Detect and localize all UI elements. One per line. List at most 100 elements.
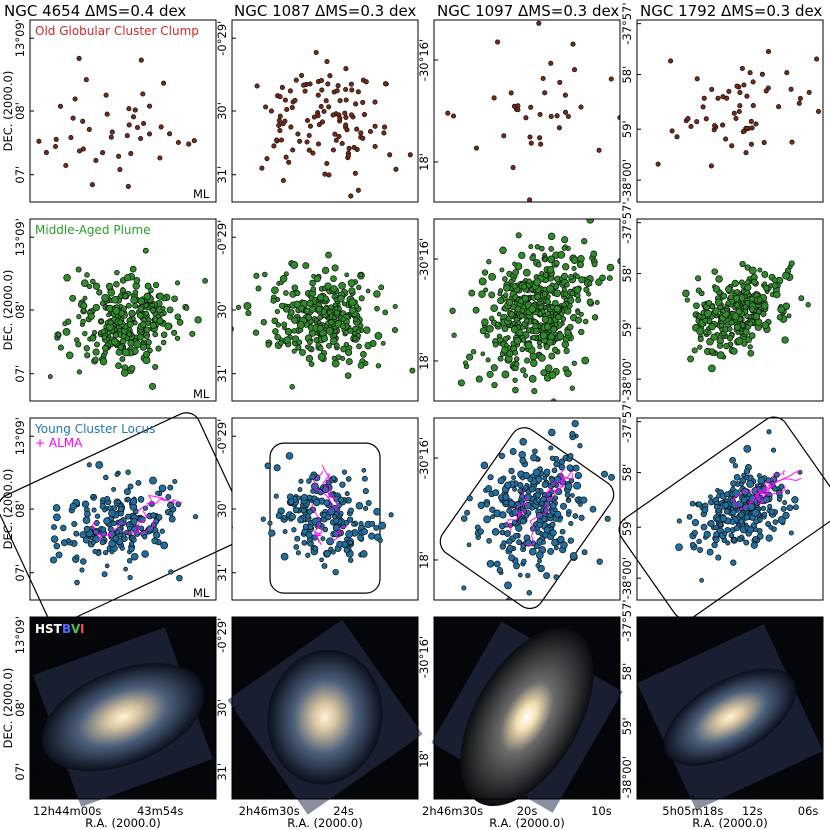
cluster-point (712, 123, 718, 129)
cluster-point (728, 532, 735, 539)
cluster-point (243, 301, 252, 310)
cluster-point (566, 464, 574, 472)
cluster-point (479, 327, 487, 335)
cluster-point (301, 539, 308, 546)
cluster-point (126, 122, 132, 128)
cluster-point (57, 344, 64, 351)
cluster-point (485, 357, 491, 363)
panel-frame (433, 19, 621, 203)
cluster-point (477, 528, 484, 535)
cluster-point (132, 289, 139, 296)
cluster-point (141, 120, 147, 127)
panel-r2-c1: 13°09' 08' 07' (13, 218, 217, 402)
cluster-point (348, 507, 354, 514)
cluster-point (486, 259, 492, 265)
cluster-point (580, 496, 588, 504)
alma-contour (544, 470, 573, 494)
cluster-point (100, 328, 107, 335)
cluster-point (254, 83, 260, 89)
cluster-point (353, 303, 360, 309)
cluster-point (79, 567, 85, 573)
dec-tick-label: -30°16' (417, 39, 431, 81)
cluster-point (505, 597, 513, 600)
cluster-point (708, 494, 713, 500)
cluster-point (325, 327, 334, 335)
cluster-point (548, 113, 554, 119)
cluster-points (49, 461, 199, 586)
cluster-point (160, 339, 167, 346)
cluster-point (527, 476, 534, 483)
cluster-point (68, 135, 74, 141)
cluster-point (713, 531, 720, 538)
cluster-point (93, 157, 99, 163)
cluster-point (739, 260, 746, 268)
cluster-point (569, 430, 576, 437)
cluster-point (114, 472, 120, 477)
cluster-point (270, 297, 277, 304)
cluster-point (125, 469, 131, 475)
cluster-point (62, 328, 71, 336)
cluster-point (340, 345, 347, 353)
cluster-point (81, 500, 90, 508)
cluster-point (332, 524, 340, 532)
cluster-point (554, 113, 560, 119)
cluster-point (544, 364, 553, 373)
cluster-point (378, 521, 387, 530)
cluster-point (765, 49, 772, 55)
cluster-point (282, 305, 291, 313)
cluster-point (462, 360, 469, 366)
dec-tick-label: 07' (13, 564, 27, 582)
cluster-point (341, 469, 348, 475)
cluster-point (562, 109, 569, 115)
cluster-point (62, 321, 68, 327)
cluster-point (53, 542, 61, 550)
cluster-point (167, 501, 175, 509)
cluster-point (508, 554, 516, 562)
cluster-point (125, 302, 132, 309)
cluster-point (501, 346, 509, 354)
panel-r4-c3: -30°16' 18' (417, 616, 623, 813)
cluster-point (153, 531, 161, 539)
cluster-point (782, 500, 788, 506)
cluster-point (130, 114, 137, 120)
cluster-point (130, 296, 138, 304)
cluster-point (499, 511, 507, 519)
cluster-point (596, 558, 603, 565)
cluster-point (567, 537, 574, 544)
cluster-point (786, 313, 792, 319)
cluster-point (523, 501, 532, 510)
cluster-point (108, 509, 116, 518)
cluster-point (291, 527, 297, 533)
dec-tick-label: 18' (417, 551, 431, 569)
cluster-point (142, 534, 148, 540)
cluster-point (313, 337, 320, 344)
panel-frame (433, 417, 621, 601)
cluster-point (285, 452, 294, 460)
title-ngc1097: NGC 1097 ΔMS=0.3 dex (437, 2, 619, 20)
cluster-point (771, 277, 778, 284)
cluster-point (374, 305, 380, 312)
cluster-point (668, 58, 674, 64)
cluster-point (348, 298, 357, 307)
cluster-point (86, 283, 93, 290)
cluster-point (335, 354, 342, 361)
cluster-point (306, 508, 313, 515)
cluster-point (302, 262, 310, 270)
cluster-point (73, 530, 80, 537)
panel-frame (636, 417, 824, 601)
cluster-point (70, 115, 76, 121)
cluster-point (255, 285, 262, 292)
cluster-point (316, 293, 325, 302)
cluster-point (608, 473, 615, 481)
cluster-point (591, 314, 599, 321)
dec-tick-label: 31' (215, 365, 229, 383)
cluster-point (123, 274, 132, 282)
cluster-point (358, 272, 364, 278)
cluster-point (312, 545, 319, 552)
cluster-point (483, 515, 491, 524)
cluster-point (372, 143, 378, 150)
cluster-point (307, 123, 313, 129)
cluster-point (340, 323, 347, 330)
cluster-point (65, 351, 74, 360)
cluster-point (259, 165, 265, 171)
